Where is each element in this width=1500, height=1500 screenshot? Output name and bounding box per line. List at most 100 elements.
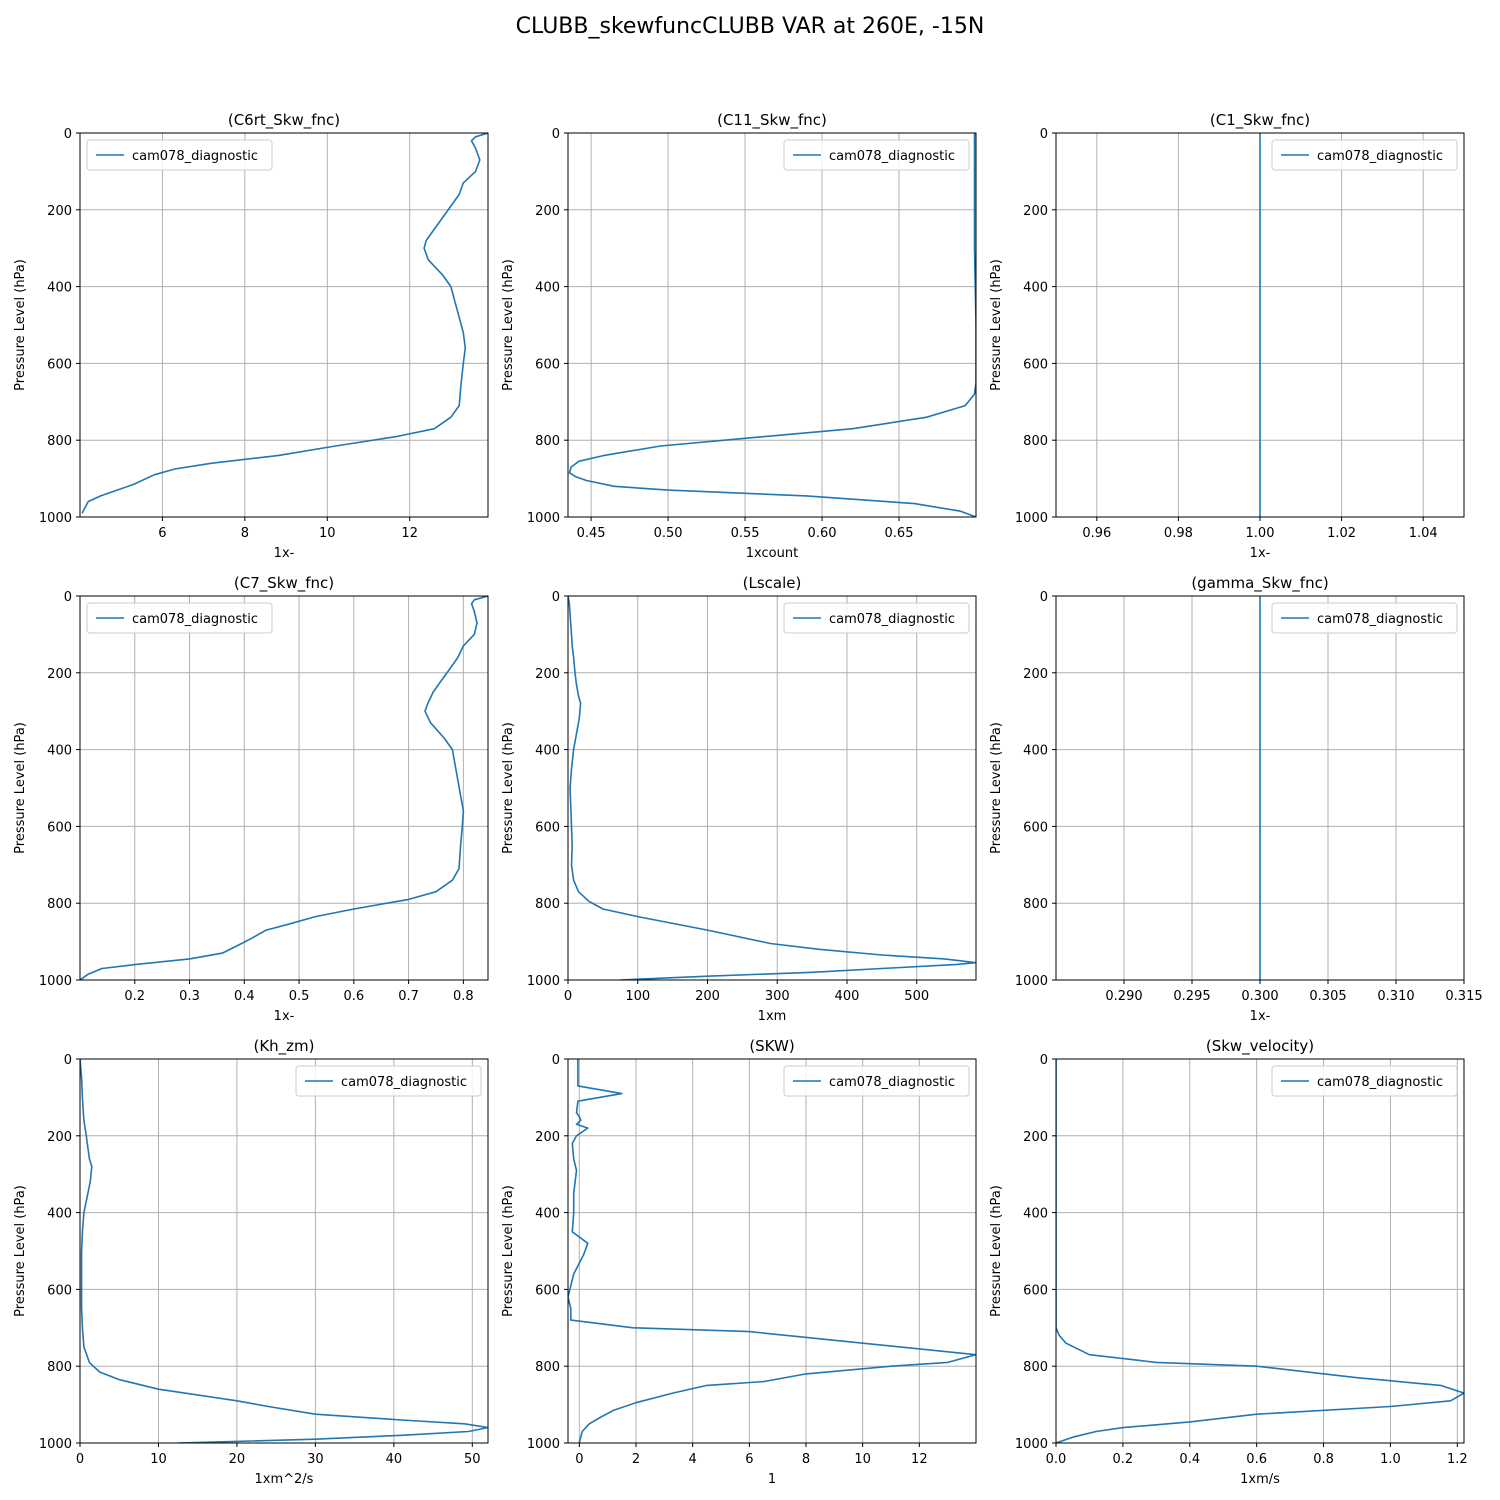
legend-box: [783, 602, 970, 634]
plot-frame: [567, 595, 977, 981]
y-tick-label: 400: [1023, 281, 1048, 296]
subplot-title: (gamma_Skw_fnc): [1191, 574, 1328, 593]
y-tick-label: 800: [1023, 1360, 1048, 1375]
legend-box: [86, 602, 273, 634]
y-tick-label: 600: [535, 357, 560, 372]
x-tick-label: 0.2: [124, 989, 145, 1004]
legend: cam078_diagnostic: [1271, 602, 1458, 634]
y-tick-label: 1000: [1015, 1437, 1048, 1452]
y-tick-label: 1000: [527, 1437, 560, 1452]
subplot-title: (SKW): [749, 1037, 794, 1055]
subplot-title: (C11_Skw_fnc): [717, 111, 827, 130]
x-tick-label: 1.00: [1246, 526, 1275, 541]
legend-box: [1271, 602, 1458, 634]
y-tick-label: 1000: [39, 1437, 72, 1452]
chart-panel: 0 100 200 300 400 500 0 200 400 600 800 1000 (Lscale…: [501, 574, 977, 1024]
x-tick-label: 0.2: [1113, 1452, 1134, 1467]
y-axis-label: Pressure Level (hPa): [989, 1185, 1004, 1317]
chart-panel: 0.290 0.295 0.300 0.305 0.310 0.315 0 200 400 600…: [989, 574, 1483, 1024]
y-tick-label: 0: [552, 127, 560, 142]
series-line: [568, 596, 976, 980]
legend-label: cam078_diagnostic: [1317, 149, 1443, 164]
legend-box: [1271, 1065, 1458, 1097]
y-tick-label: 200: [1023, 1130, 1048, 1145]
x-tick-label: 40: [386, 1452, 403, 1467]
x-axis-label: 1xm^2/s: [255, 1472, 314, 1487]
x-tick-label: 1.2: [1447, 1452, 1468, 1467]
y-tick-label: 800: [535, 1360, 560, 1375]
plot-frame: [79, 1058, 489, 1444]
y-axis-label: Pressure Level (hPa): [13, 722, 28, 854]
x-tick-label: 8: [802, 1452, 810, 1467]
x-tick-label: 0.0: [1046, 1452, 1067, 1467]
y-tick-label: 1000: [39, 511, 72, 526]
legend: cam078_diagnostic: [86, 139, 273, 171]
x-tick-label: 0.4: [234, 989, 255, 1004]
x-tick-label: 30: [307, 1452, 324, 1467]
plot-frame: [567, 1058, 977, 1444]
series-line: [568, 1059, 976, 1443]
y-tick-label: 200: [535, 204, 560, 219]
legend: cam078_diagnostic: [295, 1065, 482, 1097]
y-tick-label: 800: [535, 897, 560, 912]
subplot-title: (C6rt_Skw_fnc): [228, 111, 340, 130]
legend-label: cam078_diagnostic: [132, 612, 258, 627]
x-tick-label: 0: [564, 989, 572, 1004]
x-tick-label: 100: [625, 989, 650, 1004]
x-tick-label: 300: [765, 989, 790, 1004]
plot-frame: [1055, 1058, 1465, 1444]
x-axis-label: 1x-: [1250, 1009, 1271, 1024]
x-tick-label: 0.50: [654, 526, 683, 541]
x-tick-label: 0.7: [398, 989, 419, 1004]
y-axis-label: Pressure Level (hPa): [989, 259, 1004, 391]
y-tick-label: 400: [47, 281, 72, 296]
x-tick-label: 0: [76, 1452, 84, 1467]
y-tick-label: 800: [535, 434, 560, 449]
y-tick-label: 200: [47, 204, 72, 219]
x-tick-label: 0.45: [577, 526, 606, 541]
x-tick-label: 12: [911, 1452, 928, 1467]
y-tick-label: 400: [535, 281, 560, 296]
y-tick-label: 800: [47, 897, 72, 912]
y-tick-label: 400: [535, 1207, 560, 1222]
y-tick-label: 200: [47, 667, 72, 682]
y-axis-label: Pressure Level (hPa): [13, 1185, 28, 1317]
x-tick-label: 8: [241, 526, 249, 541]
subplot-title: (C7_Skw_fnc): [234, 574, 334, 593]
y-tick-label: 200: [47, 1130, 72, 1145]
legend-box: [783, 139, 970, 171]
legend-box: [295, 1065, 482, 1097]
y-tick-label: 1000: [527, 974, 560, 989]
x-tick-label: 0.98: [1164, 526, 1193, 541]
legend: cam078_diagnostic: [1271, 1065, 1458, 1097]
y-tick-label: 600: [47, 357, 72, 372]
figure-title: CLUBB_skewfuncCLUBB VAR at 260E, -15N: [515, 14, 985, 39]
y-tick-label: 600: [47, 820, 72, 835]
x-tick-label: 0.55: [731, 526, 760, 541]
x-tick-label: 0.6: [343, 989, 364, 1004]
x-tick-label: 1.02: [1327, 526, 1356, 541]
x-tick-label: 0.5: [289, 989, 310, 1004]
x-tick-label: 0.6: [1246, 1452, 1267, 1467]
y-tick-label: 600: [535, 820, 560, 835]
y-tick-label: 800: [1023, 434, 1048, 449]
series-line: [81, 133, 488, 514]
series-line: [1056, 1059, 1464, 1443]
legend: cam078_diagnostic: [783, 602, 970, 634]
x-tick-label: 10: [319, 526, 336, 541]
y-tick-label: 0: [552, 1053, 560, 1068]
plot-frame: [79, 132, 489, 518]
subplot-title: (C1_Skw_fnc): [1210, 111, 1310, 130]
x-tick-label: 6: [158, 526, 166, 541]
y-tick-label: 200: [1023, 204, 1048, 219]
x-tick-label: 0.3: [179, 989, 200, 1004]
x-tick-label: 0.96: [1082, 526, 1111, 541]
x-tick-label: 1.04: [1409, 526, 1438, 541]
x-axis-label: 1xm: [758, 1009, 787, 1024]
x-tick-label: 0.295: [1173, 989, 1210, 1004]
y-tick-label: 400: [47, 1207, 72, 1222]
x-axis-label: 1x-: [1250, 546, 1271, 561]
legend-label: cam078_diagnostic: [132, 149, 258, 164]
x-tick-label: 0.315: [1445, 989, 1482, 1004]
x-tick-label: 0.4: [1179, 1452, 1200, 1467]
